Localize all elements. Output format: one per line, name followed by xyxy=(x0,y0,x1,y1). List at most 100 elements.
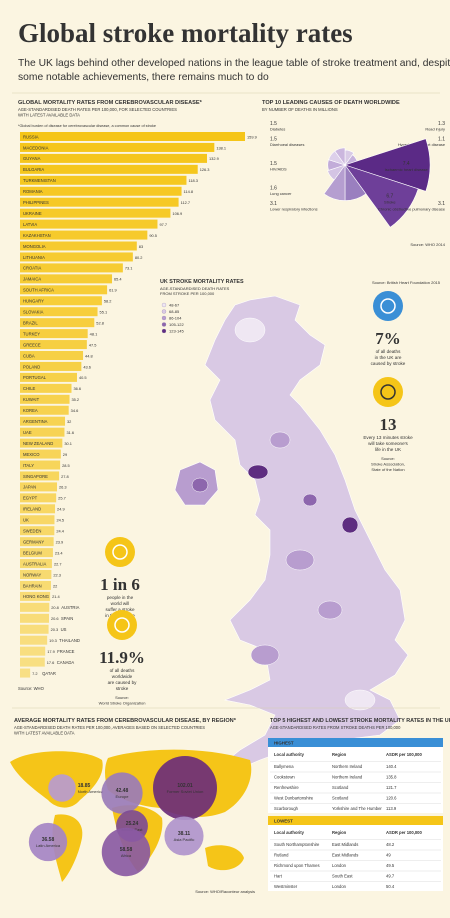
fact-value: 7% xyxy=(375,329,401,348)
value-label: 20.8 xyxy=(51,605,59,610)
value-label: 28.5 xyxy=(62,463,70,468)
table-cell: London xyxy=(332,884,347,889)
table-cell: London xyxy=(332,863,347,868)
source: Source: WHO xyxy=(18,686,45,691)
bar xyxy=(20,285,108,295)
column-header: ASDR per 100,000 xyxy=(386,752,423,757)
section-bar xyxy=(268,738,443,747)
rose-slice xyxy=(344,164,419,228)
bubble-label: Asia Pacific xyxy=(174,837,195,842)
value-label: 17.6 xyxy=(47,660,55,665)
bar-label: HONG KONG xyxy=(23,594,49,599)
value-label: 36.6 xyxy=(74,386,82,391)
table-bg xyxy=(268,747,443,813)
table-subtitle: AGE-STANDARDISED RATES FROM STROKE DEATH… xyxy=(270,725,401,730)
source: Source: WHO 2014 xyxy=(410,242,445,247)
table-cell: Hart xyxy=(274,874,283,879)
table-cell: Ballymena xyxy=(274,764,294,769)
bar-label: GERMANY xyxy=(23,539,44,544)
bar-label: BELGIUM xyxy=(23,550,42,555)
value-label: 26.3 xyxy=(59,485,67,490)
value-label: 17.9 xyxy=(47,649,55,654)
value-label: 118.3 xyxy=(188,178,197,183)
slice-label: Lower respiratory infections xyxy=(270,206,318,211)
value-label: 19.3 xyxy=(49,638,57,643)
slice-label: Road injury xyxy=(425,127,445,132)
bar xyxy=(20,449,61,459)
fact-icon-inner xyxy=(380,384,396,400)
value-label: 7.2 xyxy=(32,671,37,676)
value-label: 25.7 xyxy=(58,496,66,501)
map-region xyxy=(234,317,266,343)
table-cell: 49.5 xyxy=(386,863,395,868)
value-label: 114.8 xyxy=(184,189,193,194)
legend-swatch xyxy=(161,322,167,327)
bar-label: ARGENTINA xyxy=(23,419,48,424)
bar-label: EGYPT xyxy=(23,496,38,501)
legend-label: 123-145 xyxy=(169,329,184,334)
fact-icon xyxy=(107,610,137,640)
value-label: 18.85 xyxy=(78,783,91,789)
bar xyxy=(20,263,123,273)
bar-label: PHILIPPINES xyxy=(23,200,49,205)
bar xyxy=(20,613,49,623)
map-region xyxy=(285,549,315,571)
value-label: 24.4 xyxy=(56,529,64,534)
fact-value: 13 xyxy=(380,415,397,434)
bar xyxy=(20,252,133,262)
value-label: 24.9 xyxy=(57,507,65,512)
value-label: 1.3 xyxy=(438,121,445,127)
fact-value: 1 in 6 xyxy=(100,575,140,594)
section-bar xyxy=(268,816,443,825)
rose-slice xyxy=(323,164,346,201)
bar xyxy=(20,548,53,558)
bar-label: SPAIN xyxy=(61,616,73,621)
table-cell: Scarborough xyxy=(274,806,299,811)
bar xyxy=(20,602,50,612)
value-label: 52.8 xyxy=(96,320,104,325)
rose-slice xyxy=(334,147,346,166)
map-region xyxy=(344,689,376,711)
legend-swatch xyxy=(161,328,167,334)
fact-text: of all deaths xyxy=(376,349,401,354)
value-label: 44.8 xyxy=(85,353,93,358)
value-label: 61.9 xyxy=(109,288,117,293)
table-cell: East Midlands xyxy=(332,842,358,847)
bar xyxy=(20,460,61,470)
value-label: 58.58 xyxy=(120,847,133,853)
bar-label: GUYANA xyxy=(23,156,41,161)
value-label: 22.3 xyxy=(53,572,61,577)
bar xyxy=(20,427,65,437)
chart-subtitle: AGE-STANDARDISED DEATH RATES PER 100,000… xyxy=(14,725,205,730)
fact-text: people in the xyxy=(107,595,134,600)
value-label: 1.1 xyxy=(438,136,445,142)
slice-label: Chronic obstructive pulmonary disease xyxy=(378,206,445,211)
table-cell: Westminster xyxy=(274,884,298,889)
continent xyxy=(205,845,244,871)
value-label: 20.3 xyxy=(51,627,59,632)
bar xyxy=(20,329,88,339)
table-cell: South Northamptonshire xyxy=(274,842,320,847)
value-label: 23.9 xyxy=(56,539,64,544)
fact-icon xyxy=(105,537,135,567)
legend-label: 68-85 xyxy=(169,309,180,314)
table-cell: 135.8 xyxy=(386,775,397,780)
bar xyxy=(20,318,95,328)
value-label: 65.4 xyxy=(114,277,122,282)
table-cell: Richmond upon Thames xyxy=(274,863,320,868)
chart-title: AVERAGE MORTALITY RATES FROM CEREBROVASC… xyxy=(14,718,237,724)
value-label: 35.2 xyxy=(72,397,80,402)
column-header: Local authority xyxy=(274,752,305,757)
rose-slice xyxy=(327,164,346,181)
value-label: 1.6 xyxy=(270,186,277,192)
bar xyxy=(20,591,51,601)
fact-text: Every 13 minutes stroke xyxy=(363,435,413,440)
page-title: Global stroke mortality rates xyxy=(18,18,353,48)
bar xyxy=(20,471,60,481)
value-label: 47.5 xyxy=(89,342,97,347)
bar-label: SOUTH AFRICA xyxy=(23,288,54,293)
fact-icon-inner xyxy=(114,617,130,633)
value-label: 29 xyxy=(63,452,67,457)
bar-label: BULGARIA xyxy=(23,167,44,172)
fact-text: are caused by xyxy=(108,680,138,685)
